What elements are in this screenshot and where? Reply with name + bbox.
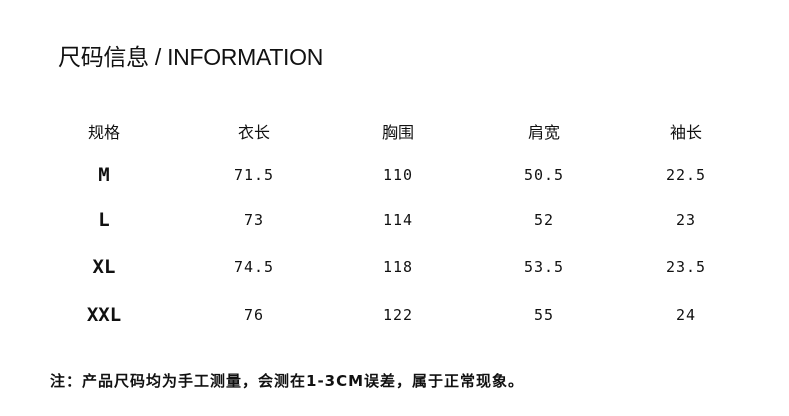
table-cell: 53.5 <box>523 258 565 276</box>
table-cell: 74.5 <box>233 258 275 276</box>
size-label: XL <box>92 256 116 278</box>
table-cell: 71.5 <box>233 166 275 184</box>
table-cell: 23 <box>675 211 697 229</box>
size-label: M <box>98 164 110 186</box>
column-header: 规格 <box>87 123 120 142</box>
table-cell: 118 <box>382 258 414 276</box>
table-cell: 110 <box>382 166 414 184</box>
column-header: 袖长 <box>669 123 702 142</box>
size-label: XXL <box>86 304 122 326</box>
table-cell: 55 <box>533 306 555 324</box>
table-cell: 22.5 <box>665 166 707 184</box>
table-cell: 122 <box>382 306 414 324</box>
table-cell: 73 <box>243 211 265 229</box>
table-cell: 24 <box>675 306 697 324</box>
footnote: 注：产品尺码均为手工测量，会测在1-3CM误差，属于正常现象。 <box>50 372 525 390</box>
table-cell: 23.5 <box>665 258 707 276</box>
column-header: 肩宽 <box>527 123 560 142</box>
table-cell: 50.5 <box>523 166 565 184</box>
size-label: L <box>98 209 110 231</box>
table-cell: 76 <box>243 306 265 324</box>
column-header: 胸围 <box>381 123 414 142</box>
table-cell: 52 <box>533 211 555 229</box>
column-header: 衣长 <box>237 123 270 142</box>
table-cell: 114 <box>382 211 414 229</box>
page-title: 尺码信息 / INFORMATION <box>58 44 324 70</box>
